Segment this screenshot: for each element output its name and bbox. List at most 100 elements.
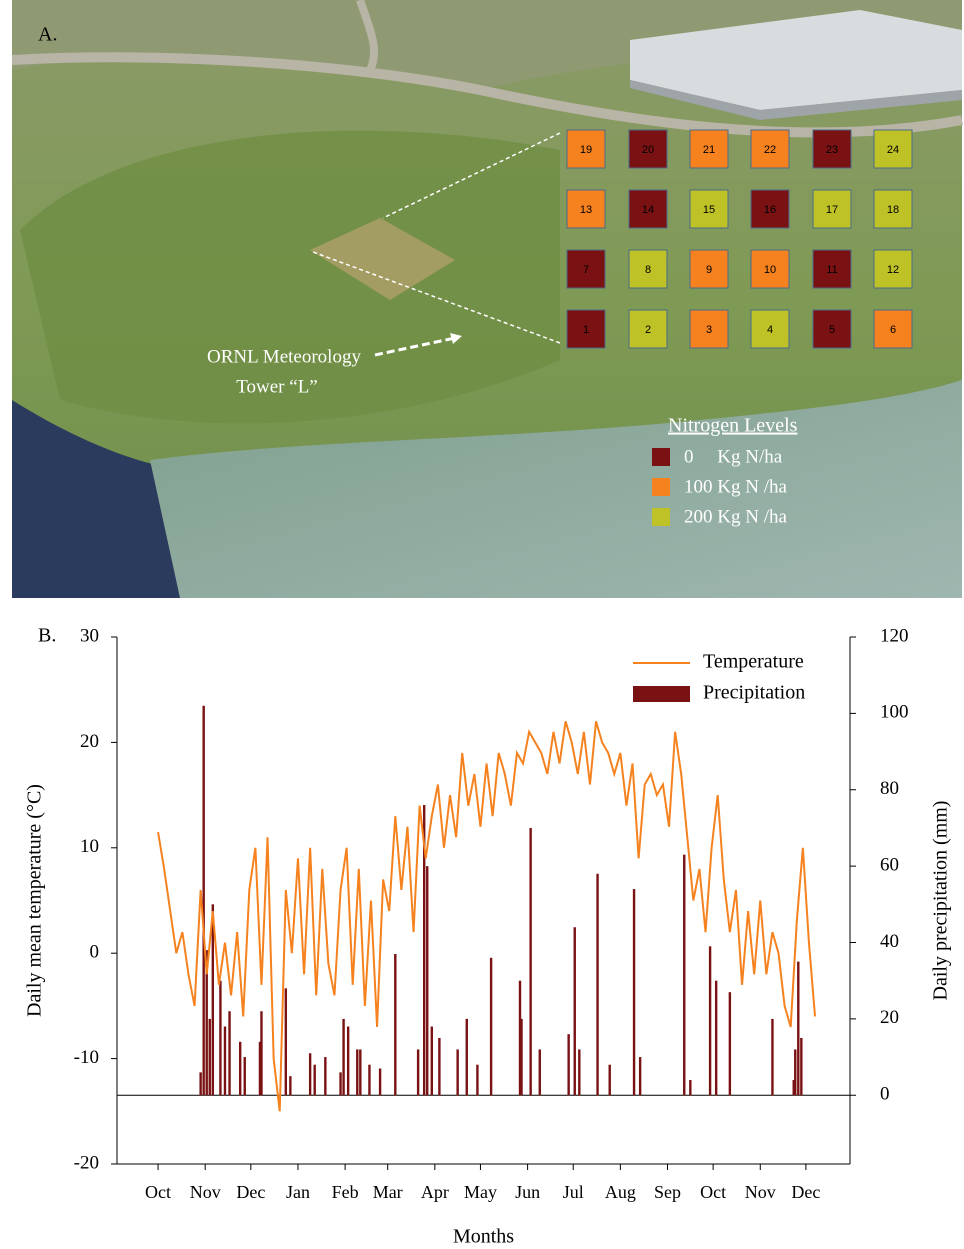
precipitation-bar <box>359 1049 362 1096</box>
temperature-line <box>157 721 817 1112</box>
legend-label: 0 Kg N/ha <box>684 446 783 467</box>
tower-arrowhead <box>450 333 462 344</box>
precipitation-bar <box>476 1064 479 1096</box>
photo-road <box>356 0 379 72</box>
precipitation-bar <box>794 1049 797 1096</box>
legend-label: 200 Kg N /ha <box>684 506 787 527</box>
plot <box>566 189 606 229</box>
plot <box>689 189 729 229</box>
y2-tick-label: 0 <box>880 1084 890 1105</box>
precipitation-bar <box>228 1011 231 1096</box>
x-tick-label: Dec <box>791 1182 820 1202</box>
precipitation-bar <box>422 805 426 1096</box>
y-tick-label: -20 <box>74 1152 99 1173</box>
y2-tick-label: 60 <box>880 854 899 875</box>
plot <box>873 189 913 229</box>
plot <box>689 249 729 289</box>
precipitation-bar <box>529 827 532 1096</box>
precipitation-bar <box>797 961 800 1096</box>
precipitation-bar <box>632 889 636 1096</box>
x-tick-label: Mar <box>373 1182 403 1202</box>
precipitation-bar <box>313 1064 316 1096</box>
callout-line <box>382 132 561 219</box>
plot-number: 9 <box>706 264 712 276</box>
legend-label: Precipitation <box>703 682 805 704</box>
plot-number: 23 <box>826 144 838 156</box>
plot <box>812 189 852 229</box>
y2-tick-label: 40 <box>880 931 899 952</box>
plot-number: 5 <box>829 324 835 336</box>
panel-label: B. <box>38 625 56 647</box>
y-axis-label: Daily mean temperature (°C) <box>24 784 46 1017</box>
photo-plots <box>310 218 455 300</box>
precipitation-bar <box>518 980 522 1096</box>
legend-swatch <box>652 478 670 496</box>
plot <box>873 309 913 349</box>
plot-number: 4 <box>767 324 773 336</box>
precipitation-bar <box>456 1049 459 1096</box>
precipitation-bar <box>238 1041 242 1096</box>
plot-number: 20 <box>642 144 654 156</box>
plot-number: 21 <box>703 144 715 156</box>
precipitation-bar <box>714 980 718 1096</box>
photo-building-side <box>630 80 962 120</box>
plot-number: 6 <box>890 324 896 336</box>
legend-label: Temperature <box>703 651 804 673</box>
precipitation-bar <box>289 1076 292 1096</box>
photo-lake <box>12 400 200 598</box>
x-tick-label: Jul <box>563 1182 584 1202</box>
precipitation-bar <box>284 988 288 1096</box>
x-tick-label: Apr <box>421 1182 449 1202</box>
plot-number: 13 <box>580 204 592 216</box>
plot-number: 16 <box>764 204 776 216</box>
precipitation-bar <box>219 980 222 1096</box>
plot-number: 10 <box>764 264 776 276</box>
y-tick-label: 10 <box>80 836 99 857</box>
precipitation-bar <box>578 1049 581 1096</box>
photo-road <box>11 52 963 138</box>
plot <box>873 249 913 289</box>
precipitation-bar <box>430 1026 433 1096</box>
plot <box>628 309 668 349</box>
plot-number: 3 <box>706 324 712 336</box>
precipitation-bar <box>489 957 493 1096</box>
plot <box>812 249 852 289</box>
precipitation-bar <box>223 1026 227 1096</box>
legend-swatch <box>633 686 690 702</box>
precipitation-bar <box>308 1053 312 1096</box>
precipitation-bar <box>378 1068 382 1096</box>
plot <box>689 129 729 169</box>
callout-line <box>312 251 561 344</box>
tower-arrow <box>374 336 456 357</box>
x-tick-label: Oct <box>700 1182 726 1202</box>
precipitation-bar <box>596 873 599 1096</box>
precipitation-bar <box>243 1057 246 1096</box>
precipitation-bar <box>258 1041 262 1096</box>
x-tick-label: Dec <box>236 1182 265 1202</box>
precipitation-bar <box>324 1057 327 1096</box>
plot-number: 14 <box>642 204 654 216</box>
plot <box>566 309 606 349</box>
plot <box>812 309 852 349</box>
x-tick-label: Aug <box>605 1182 636 1202</box>
plot-number: 8 <box>645 264 651 276</box>
plot <box>750 189 790 229</box>
plot <box>628 129 668 169</box>
plot <box>628 249 668 289</box>
plot <box>750 249 790 289</box>
x-tick-label: Jan <box>286 1182 310 1202</box>
precipitation-bar <box>426 866 429 1096</box>
y-tick-label: 0 <box>90 942 100 963</box>
plot-number: 2 <box>645 324 651 336</box>
x-tick-label: Jun <box>515 1182 540 1202</box>
plot-number: 12 <box>887 264 899 276</box>
plot-number: 22 <box>764 144 776 156</box>
precipitation-bar <box>260 1011 263 1096</box>
plot-number: 15 <box>703 204 715 216</box>
precipitation-bar <box>708 946 712 1096</box>
plot <box>750 309 790 349</box>
precipitation-bar <box>368 1064 371 1096</box>
precipitation-bar <box>608 1064 611 1096</box>
plot <box>812 129 852 169</box>
